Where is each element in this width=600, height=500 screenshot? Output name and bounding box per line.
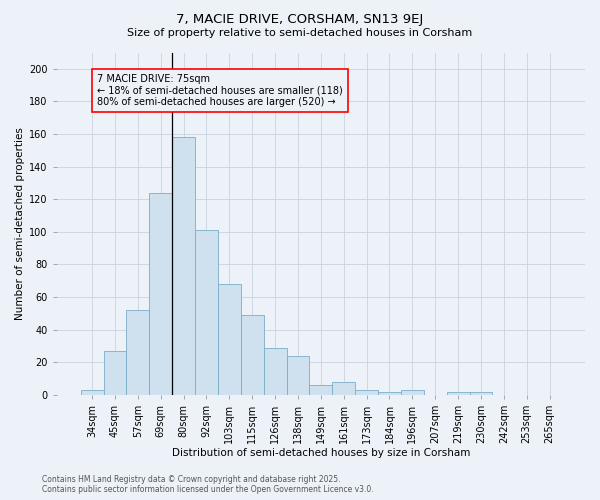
Text: 7, MACIE DRIVE, CORSHAM, SN13 9EJ: 7, MACIE DRIVE, CORSHAM, SN13 9EJ <box>176 12 424 26</box>
Bar <box>241 315 263 395</box>
Bar <box>446 392 470 395</box>
Bar <box>172 138 195 395</box>
Bar <box>195 230 218 395</box>
Text: Size of property relative to semi-detached houses in Corsham: Size of property relative to semi-detach… <box>127 28 473 38</box>
Bar <box>127 310 149 395</box>
Bar <box>263 348 287 395</box>
Bar <box>81 390 104 395</box>
Bar <box>378 392 401 395</box>
Bar <box>287 356 310 395</box>
Y-axis label: Number of semi-detached properties: Number of semi-detached properties <box>15 128 25 320</box>
Bar <box>310 385 332 395</box>
Bar <box>332 382 355 395</box>
X-axis label: Distribution of semi-detached houses by size in Corsham: Distribution of semi-detached houses by … <box>172 448 470 458</box>
Text: 7 MACIE DRIVE: 75sqm
← 18% of semi-detached houses are smaller (118)
80% of semi: 7 MACIE DRIVE: 75sqm ← 18% of semi-detac… <box>97 74 343 107</box>
Bar <box>401 390 424 395</box>
Bar <box>149 192 172 395</box>
Text: Contains HM Land Registry data © Crown copyright and database right 2025.
Contai: Contains HM Land Registry data © Crown c… <box>42 474 374 494</box>
Bar <box>104 351 127 395</box>
Bar <box>218 284 241 395</box>
Bar <box>355 390 378 395</box>
Bar <box>470 392 493 395</box>
